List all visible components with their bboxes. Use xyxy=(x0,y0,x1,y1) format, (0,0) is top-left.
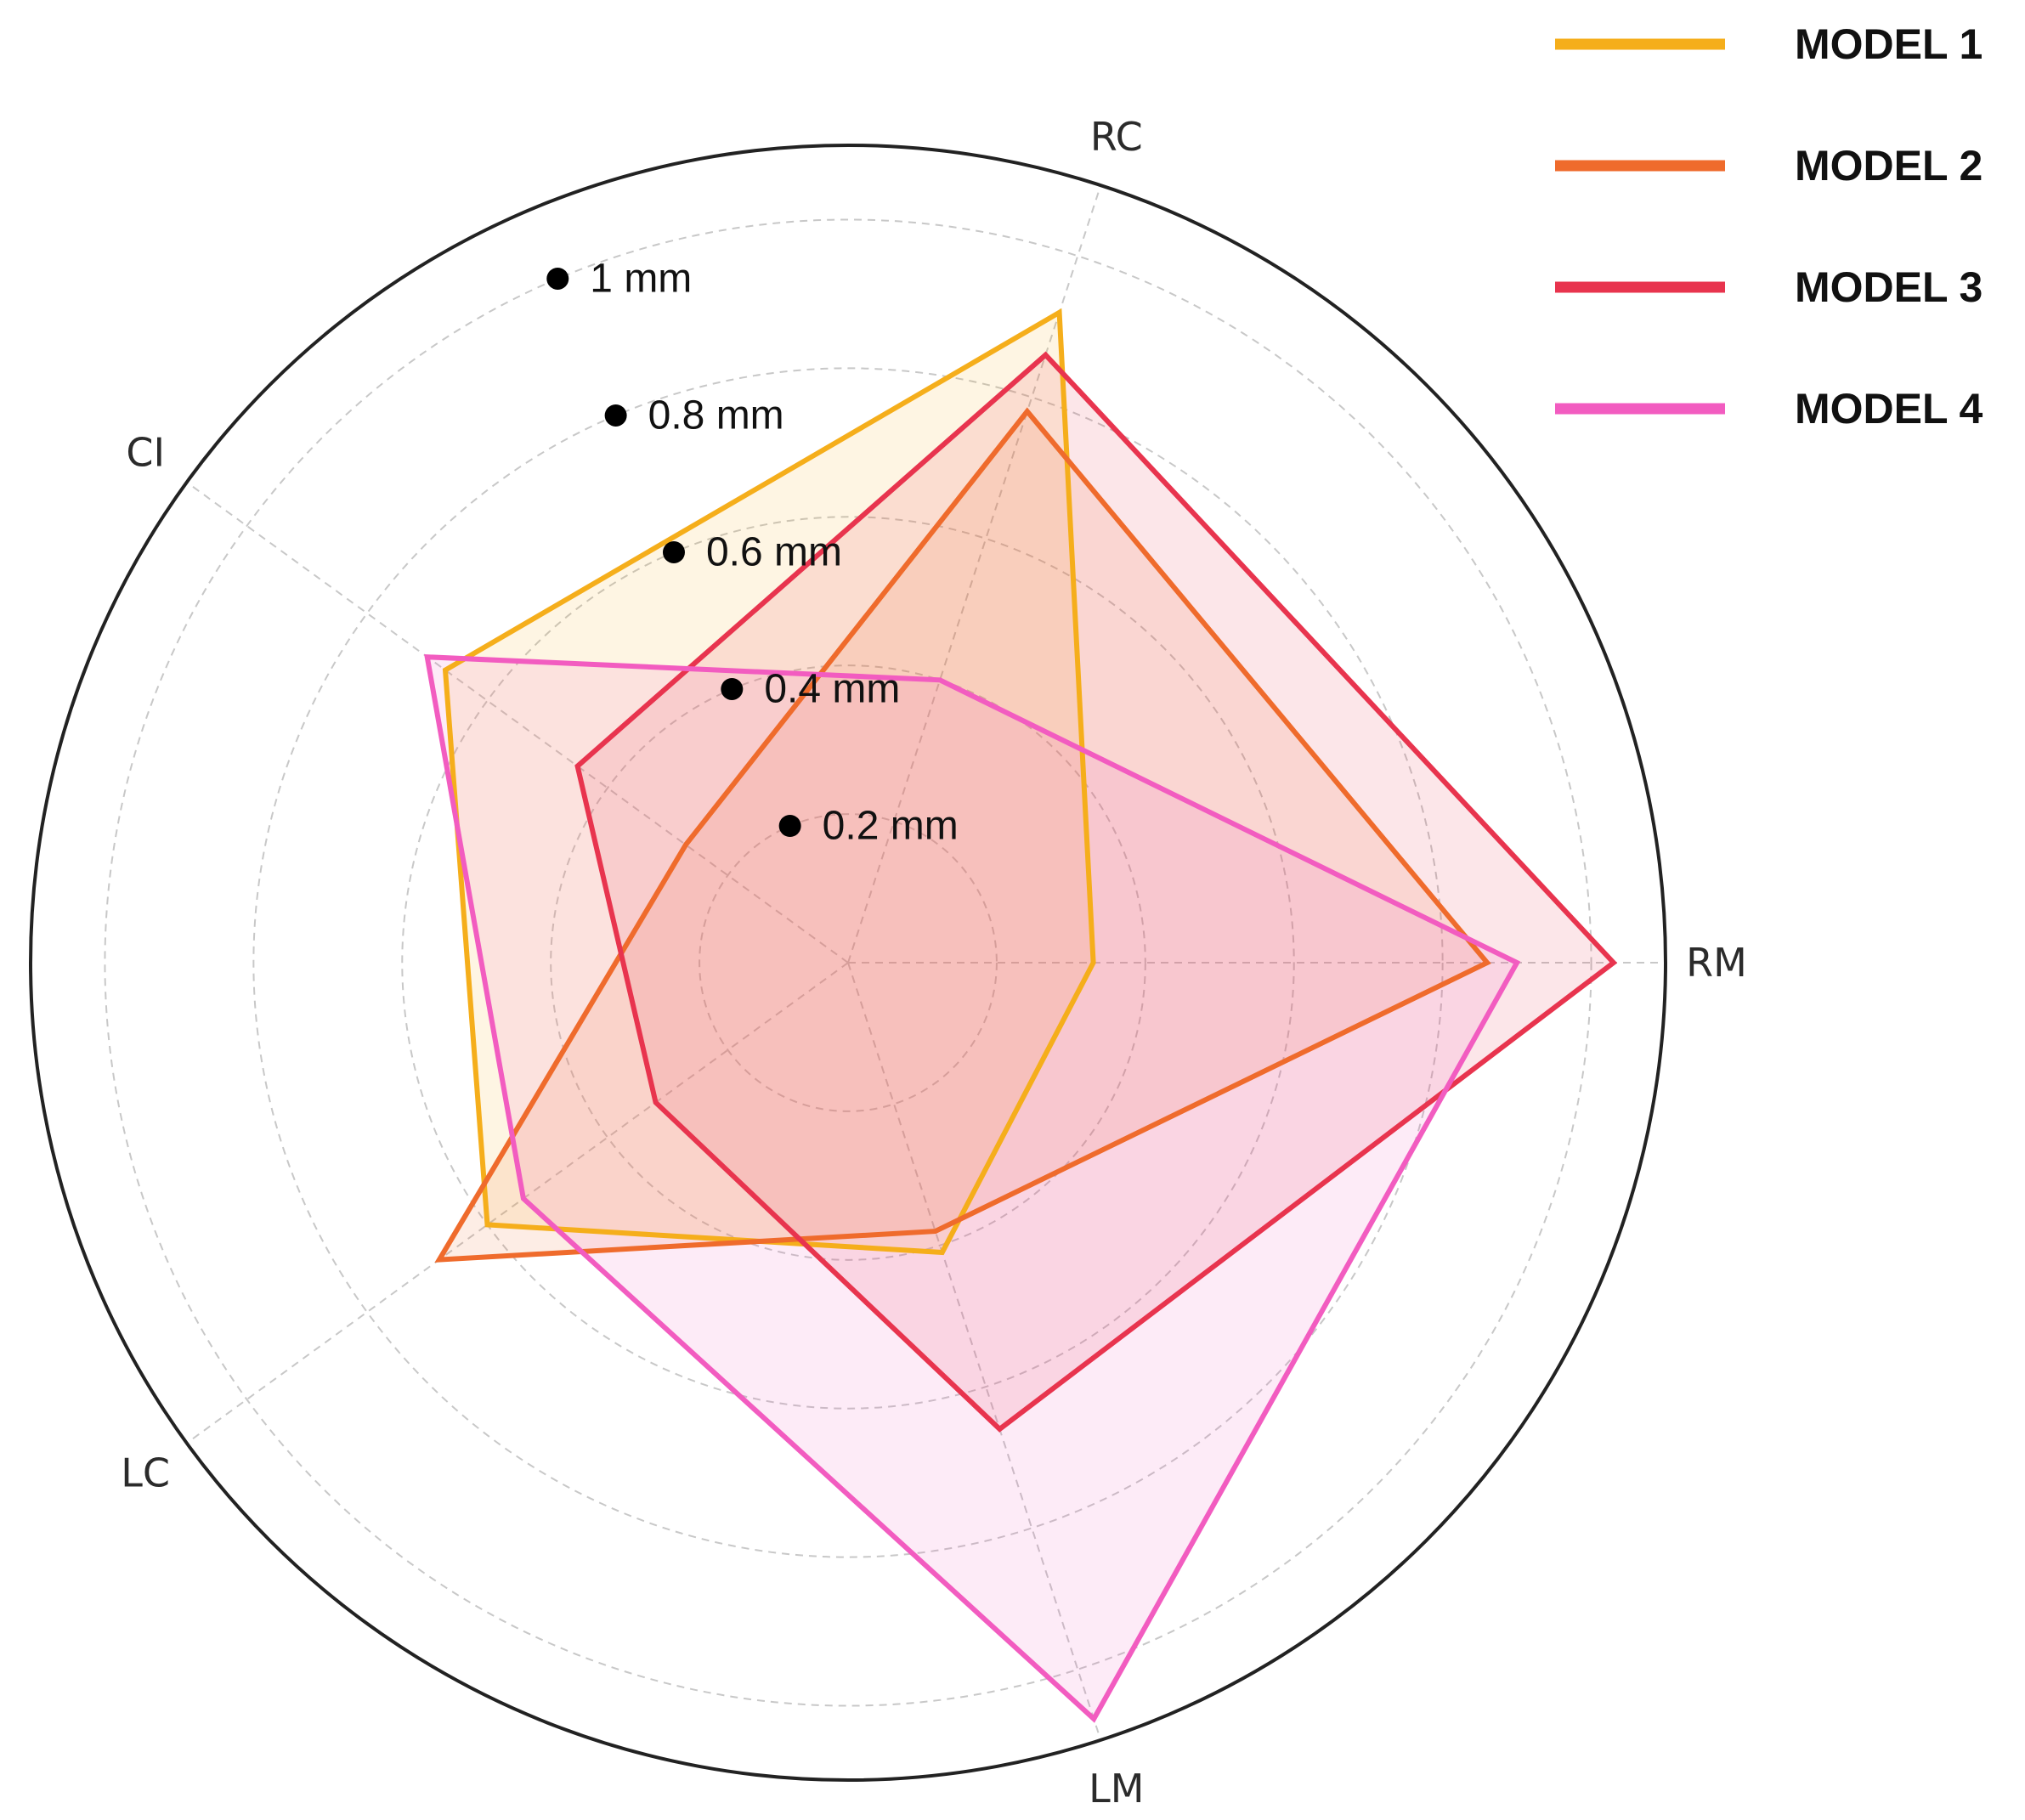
legend-label-model-4: MODEL 4 xyxy=(1795,385,1983,432)
ring-marker-dot xyxy=(778,814,801,837)
axis-label-lc: LC xyxy=(121,1450,170,1496)
series-fill-model-1 xyxy=(445,312,1094,1252)
grid-ring xyxy=(104,218,1592,1707)
axis-label-rm: RM xyxy=(1686,940,1747,986)
legend-label-model-1: MODEL 1 xyxy=(1795,20,1983,68)
series-fill-model-2 xyxy=(438,411,1488,1260)
axis-label-ci: CI xyxy=(126,429,165,475)
series-line-model-1 xyxy=(442,308,1096,1256)
legend-label-model-3: MODEL 3 xyxy=(1795,263,1983,311)
axis-spoke-lc xyxy=(186,962,849,1444)
ring-marker-dot xyxy=(721,677,744,700)
ring-marker-dot xyxy=(662,540,685,563)
grid-ring xyxy=(550,664,1146,1261)
ring-tick-label: 0.4 mm xyxy=(764,666,900,711)
series-fill-model-4 xyxy=(427,657,1518,1720)
series-line-model-4 xyxy=(424,654,1521,1723)
series-line-model-3 xyxy=(574,351,1618,1433)
series-fill-model-3 xyxy=(577,354,1614,1429)
axis-label-lm: LM xyxy=(1089,1766,1144,1812)
series-line-model-2 xyxy=(434,407,1491,1263)
ring-tick-label: 0.8 mm xyxy=(648,393,784,438)
grid-ring xyxy=(699,813,998,1112)
legend: MODEL 1 MODEL 2 MODEL 3 MODEL 4 xyxy=(1555,20,1983,432)
legend-label-model-2: MODEL 2 xyxy=(1795,142,1983,189)
grid-ring xyxy=(252,367,1444,1558)
ring-marker-dot xyxy=(604,404,627,427)
axis-labels: RM RC CI LC LM xyxy=(121,114,1747,1812)
ring-tick-label: 0.6 mm xyxy=(706,529,842,574)
grid-ring xyxy=(401,516,1295,1410)
axis-spoke-ci xyxy=(186,481,849,964)
axis-label-rc: RC xyxy=(1090,114,1143,160)
ring-labels: 0.2 mm 0.4 mm 0.6 mm 0.8 mm 1 mm xyxy=(546,256,959,848)
ring-marker-dot xyxy=(546,267,569,290)
axis-spoke-lm xyxy=(847,962,1102,1741)
outer-ring xyxy=(29,144,1667,1782)
radar-grid xyxy=(29,144,1667,1782)
ring-tick-label: 1 mm xyxy=(590,256,692,301)
ring-tick-label: 0.2 mm xyxy=(823,803,959,848)
radar-series xyxy=(424,308,1618,1723)
